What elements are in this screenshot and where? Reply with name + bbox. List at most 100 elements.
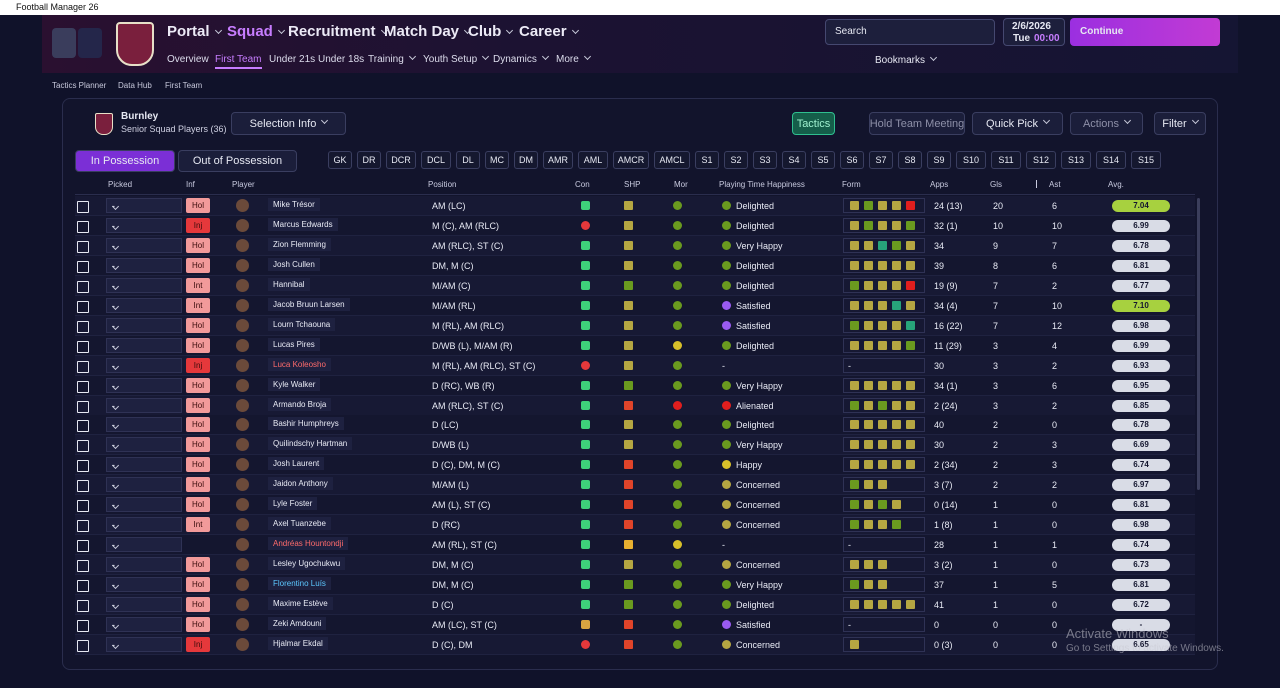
position-filter[interactable]: S5: [811, 151, 835, 169]
row-checkbox[interactable]: [77, 400, 89, 413]
player-name[interactable]: Zion Flemming: [268, 237, 331, 251]
picked-dropdown[interactable]: [106, 537, 182, 553]
column-header[interactable]: Player: [232, 180, 255, 189]
player-name[interactable]: Josh Cullen: [268, 257, 320, 271]
picked-dropdown[interactable]: [106, 377, 182, 393]
position-filter[interactable]: DL: [456, 151, 480, 169]
row-checkbox[interactable]: [77, 201, 89, 213]
player-name[interactable]: Florentino Luís: [268, 577, 331, 591]
picked-dropdown[interactable]: [106, 557, 182, 573]
player-name[interactable]: Lesley Ugochukwu: [268, 557, 346, 571]
picked-dropdown[interactable]: [106, 477, 182, 493]
player-name[interactable]: Armando Broja: [268, 397, 332, 411]
picked-dropdown[interactable]: [106, 636, 182, 652]
position-filter[interactable]: DCL: [421, 151, 451, 169]
column-header[interactable]: Gls: [990, 180, 1002, 189]
picked-dropdown[interactable]: [106, 437, 182, 453]
button-tactics[interactable]: Tactics: [792, 112, 835, 135]
continue-button[interactable]: [1070, 18, 1220, 46]
picked-dropdown[interactable]: [106, 577, 182, 593]
row-checkbox[interactable]: [77, 300, 89, 313]
position-filter[interactable]: AMR: [543, 151, 573, 169]
position-filter[interactable]: S14: [1096, 151, 1126, 169]
main-nav-item[interactable]: Portal: [167, 23, 221, 40]
picked-dropdown[interactable]: [106, 317, 182, 333]
picked-dropdown[interactable]: [106, 277, 182, 293]
row-checkbox[interactable]: [77, 380, 89, 393]
player-name[interactable]: Hannibal: [268, 277, 310, 291]
row-checkbox[interactable]: [77, 540, 89, 553]
position-filter[interactable]: S4: [782, 151, 806, 169]
column-header[interactable]: Mor: [674, 180, 688, 189]
sub-nav-item[interactable]: Under 18s: [318, 54, 365, 65]
picked-dropdown[interactable]: [106, 357, 182, 373]
player-name[interactable]: Jaidon Anthony: [268, 477, 333, 491]
sub-nav-item[interactable]: Training: [368, 54, 415, 65]
picked-dropdown[interactable]: [106, 237, 182, 253]
position-filter[interactable]: S3: [753, 151, 777, 169]
row-checkbox[interactable]: [77, 240, 89, 253]
sub-nav-item[interactable]: Dynamics: [493, 54, 548, 65]
column-header[interactable]: Playing Time Happiness: [719, 180, 805, 189]
player-name[interactable]: Marcus Edwards: [268, 217, 338, 231]
row-checkbox[interactable]: [77, 480, 89, 493]
picked-dropdown[interactable]: [106, 597, 182, 612]
player-name[interactable]: Zeki Amdouni: [268, 616, 327, 630]
position-filter[interactable]: S7: [869, 151, 893, 169]
picked-dropdown[interactable]: [106, 397, 182, 413]
picked-dropdown[interactable]: [106, 217, 182, 233]
row-checkbox[interactable]: [77, 460, 89, 473]
picked-dropdown[interactable]: [106, 337, 182, 353]
row-checkbox[interactable]: [77, 500, 89, 513]
picked-dropdown[interactable]: [106, 457, 182, 473]
sub-nav-item[interactable]: Under 21s: [269, 54, 316, 65]
sub-nav-item[interactable]: Youth Setup: [423, 54, 488, 65]
row-checkbox[interactable]: [77, 220, 89, 233]
search-button[interactable]: Search: [835, 26, 867, 37]
position-filter[interactable]: AMCR: [613, 151, 649, 169]
column-header[interactable]: Position: [428, 180, 457, 189]
picked-dropdown[interactable]: [106, 616, 182, 632]
position-filter[interactable]: S6: [840, 151, 864, 169]
bookmarks[interactable]: Bookmarks: [875, 55, 936, 66]
player-name[interactable]: Lourn Tchaouna: [268, 317, 336, 331]
row-checkbox[interactable]: [77, 340, 89, 353]
player-name[interactable]: Mike Trésor: [268, 198, 320, 211]
main-nav-item[interactable]: Club: [468, 23, 512, 40]
row-checkbox[interactable]: [77, 320, 89, 333]
position-filter[interactable]: DM: [514, 151, 538, 169]
picked-dropdown[interactable]: [106, 517, 182, 533]
main-nav-item[interactable]: Squad: [227, 23, 284, 40]
position-filter[interactable]: MC: [485, 151, 509, 169]
row-checkbox[interactable]: [77, 360, 89, 373]
position-filter[interactable]: S8: [898, 151, 922, 169]
main-nav-item[interactable]: Recruitment: [288, 23, 387, 40]
row-checkbox[interactable]: [77, 600, 89, 612]
back-button[interactable]: [52, 28, 76, 58]
button-actions[interactable]: Actions: [1070, 112, 1143, 135]
row-checkbox[interactable]: [77, 619, 89, 632]
position-filter[interactable]: AML: [578, 151, 608, 169]
sub-nav-item[interactable]: First Team: [215, 54, 262, 69]
player-name[interactable]: Bashir Humphreys: [268, 417, 344, 431]
row-checkbox[interactable]: [77, 280, 89, 293]
button-hold-team-meeting[interactable]: Hold Team Meeting: [869, 112, 965, 135]
sub-nav-item[interactable]: More: [556, 54, 590, 65]
column-header[interactable]: Form: [842, 180, 861, 189]
picked-dropdown[interactable]: [106, 497, 182, 513]
picked-dropdown[interactable]: [106, 257, 182, 273]
row-checkbox[interactable]: [77, 560, 89, 573]
position-filter[interactable]: DR: [357, 151, 381, 169]
position-filter[interactable]: S13: [1061, 151, 1091, 169]
player-name[interactable]: Hjalmar Ekdal: [268, 636, 328, 650]
position-filter[interactable]: S1: [695, 151, 719, 169]
position-filter[interactable]: S9: [927, 151, 951, 169]
row-checkbox[interactable]: [77, 580, 89, 593]
picked-dropdown[interactable]: [106, 297, 182, 313]
position-filter[interactable]: S15: [1131, 151, 1161, 169]
column-header[interactable]: Ast: [1049, 180, 1061, 189]
row-checkbox[interactable]: [77, 639, 89, 652]
player-name[interactable]: Andréas Hountondji: [268, 537, 349, 551]
row-checkbox[interactable]: [77, 520, 89, 533]
column-header[interactable]: Con: [575, 180, 590, 189]
